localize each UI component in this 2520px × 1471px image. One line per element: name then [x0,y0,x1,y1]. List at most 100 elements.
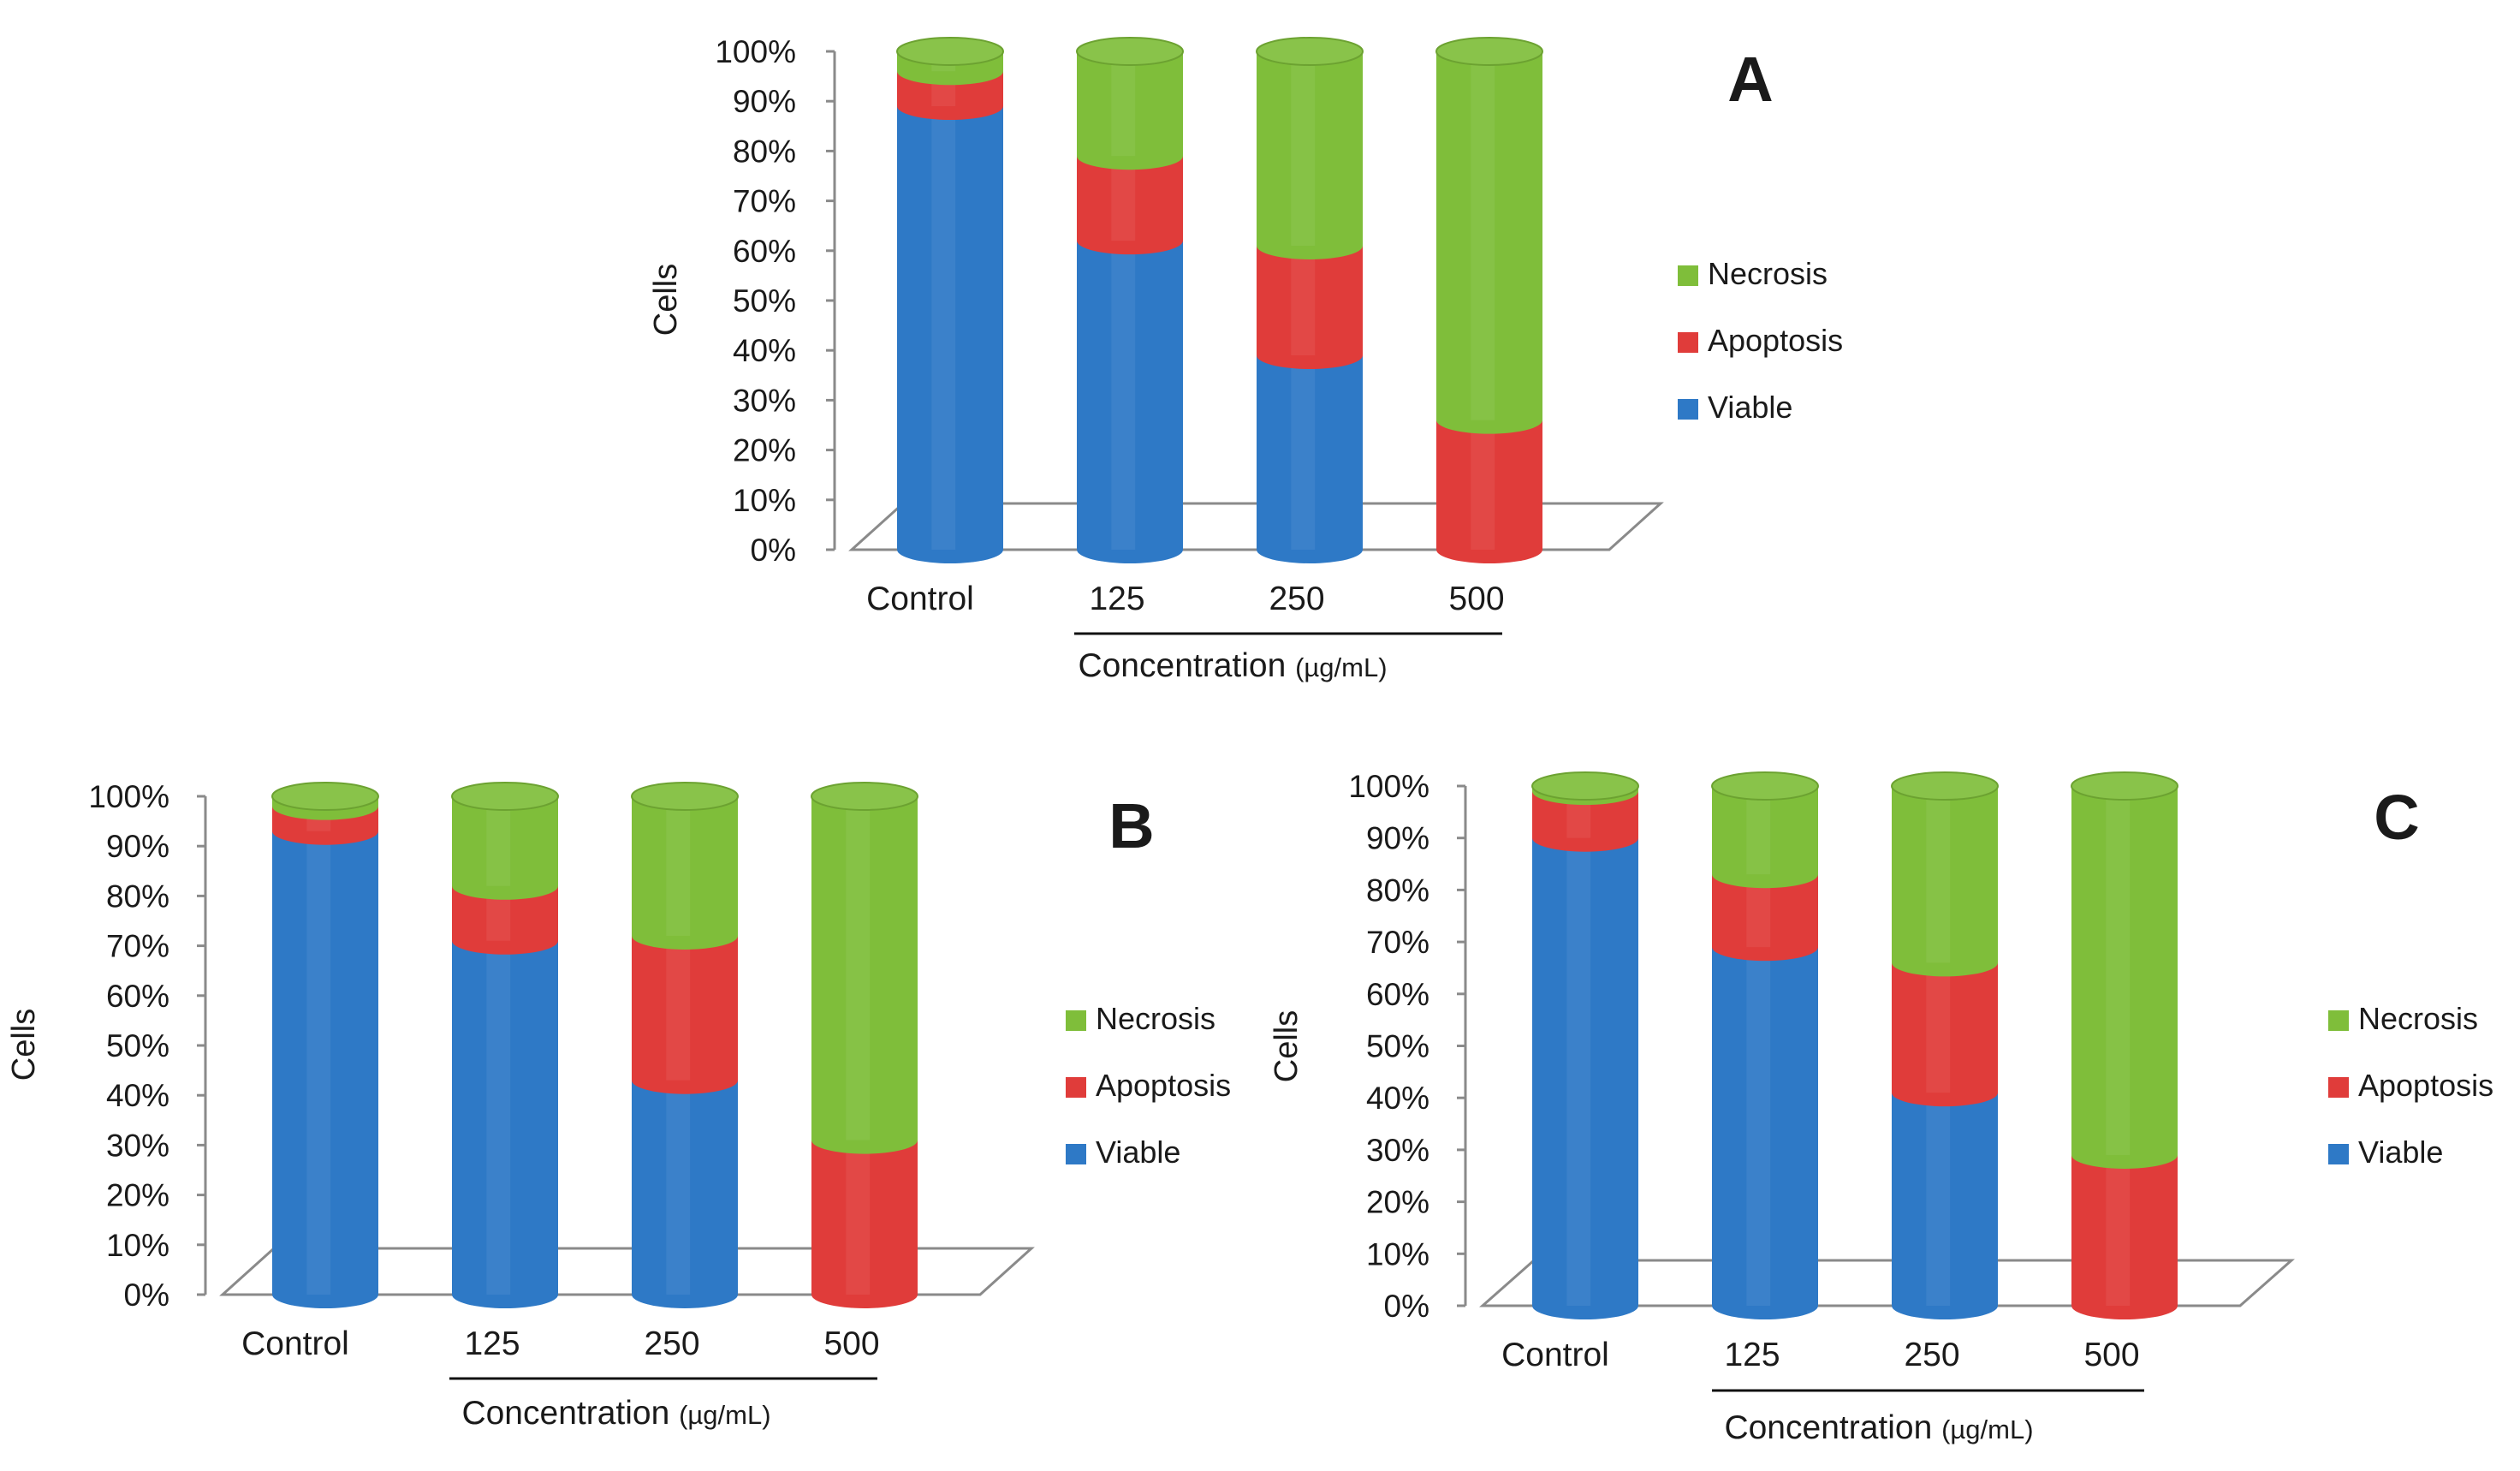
bar-highlight-necrosis [1291,51,1316,246]
legend-label-apoptosis: Apoptosis [1096,1068,1231,1103]
bar-top-cap [1891,771,1999,801]
y-axis-label: Cells [648,264,684,336]
bar-highlight-viable [1291,355,1316,550]
x-category-label: Control [1501,1337,1609,1373]
chart-panel-c: 0% 10% 20% 30% 40% 50% 60% 70% 80% 90% 100% Cells Co… [1269,769,2493,1446]
x-category-label: 500 [2083,1337,2139,1373]
bar-highlight-viable [306,831,331,1295]
x-axis-label: Concentration (µg/mL) [1078,647,1387,684]
legend-swatch-apoptosis [2328,1077,2349,1098]
legend-swatch-viable [1678,399,1698,420]
y-tick-label: 10% [1366,1236,1429,1271]
x-category-label: 125 [1724,1337,1780,1373]
y-tick-label: 50% [106,1028,169,1063]
bar-highlight-apoptosis [666,935,691,1081]
legend-swatch-apoptosis [1678,332,1698,353]
y-tick-label: 0% [124,1277,169,1313]
x-category-label: 500 [823,1325,879,1362]
y-tick-label: 60% [733,234,796,269]
bar-highlight-necrosis [1111,51,1136,157]
y-tick-label: 100% [1348,769,1429,804]
x-category-label: 500 [1448,581,1504,617]
x-axis-label-main: Concentration [1078,647,1295,684]
y-tick-label: 20% [106,1178,169,1213]
bar-top-cap [1076,37,1184,66]
legend-label-viable: Viable [1708,390,1792,425]
legend-label-apoptosis: Apoptosis [2358,1068,2493,1103]
y-axis-label: Cells [1269,1010,1305,1082]
bar-highlight-necrosis [2106,786,2131,1155]
y-tick-label: 50% [733,283,796,319]
x-category-label: Control [241,1325,349,1362]
bar-highlight-apoptosis [1926,962,1951,1093]
bar-top-cap [1435,37,1543,66]
legend-swatch-necrosis [1066,1010,1086,1031]
legend-swatch-viable [2328,1144,2349,1164]
bar-highlight-necrosis [1471,51,1495,420]
x-category-label: 250 [1904,1337,1959,1373]
legend-label-viable: Viable [2358,1135,2443,1170]
y-tick-label: 20% [1366,1185,1429,1220]
bar-top-cap [271,782,379,811]
x-axis-label-unit: (µg/mL) [679,1400,770,1430]
bar-top-cap [896,37,1004,66]
bar-highlight-necrosis [486,796,511,886]
x-axis-label-unit: (µg/mL) [1295,652,1387,682]
y-tick-label: 80% [1366,872,1429,908]
bar-highlight-viable [931,106,956,550]
x-axis-label-main: Concentration [1724,1409,1941,1446]
bar-highlight-viable [1926,1093,1951,1306]
panel-label: A [1727,44,1773,115]
y-tick-label: 90% [1366,821,1429,856]
legend-swatch-apoptosis [1066,1077,1086,1098]
x-category-label: Control [866,581,974,617]
x-axis-label: Concentration (µg/mL) [1724,1409,2033,1446]
bar-top-cap [631,782,739,811]
bar-highlight-apoptosis [2106,1154,2131,1306]
y-tick-label: 40% [106,1078,169,1113]
legend-label-viable: Viable [1096,1135,1180,1170]
legend-label-necrosis: Necrosis [1708,256,1828,291]
bar-top-cap [1711,771,1819,801]
bar-highlight-apoptosis [846,1140,871,1295]
y-tick-label: 70% [106,929,169,964]
y-tick-label: 0% [751,533,796,568]
y-tick-label: 90% [733,84,796,119]
x-axis-label-unit: (µg/mL) [1941,1414,2033,1444]
y-tick-label: 0% [1384,1289,1429,1324]
y-tick-label: 70% [1366,925,1429,960]
y-tick-label: 50% [1366,1029,1429,1064]
bar-highlight-viable [666,1080,691,1295]
bar-top-cap [811,782,918,811]
bar-top-cap [451,782,559,811]
y-tick-label: 100% [715,34,796,69]
x-category-label: 125 [464,1325,520,1362]
panel-label: B [1108,790,1154,861]
x-axis-label: Concentration (µg/mL) [461,1395,770,1432]
y-tick-label: 20% [733,433,796,468]
y-tick-label: 40% [1366,1081,1429,1116]
x-category-label: 125 [1089,581,1144,617]
legend-swatch-viable [1066,1144,1086,1164]
x-category-label: 250 [1269,581,1324,617]
y-tick-label: 80% [106,878,169,914]
bar-top-cap [1531,771,1639,801]
y-tick-label: 60% [1366,977,1429,1012]
bar-highlight-necrosis [846,796,871,1140]
y-axis-label: Cells [6,1009,42,1081]
y-tick-label: 100% [88,779,169,814]
bar-highlight-viable [1746,947,1771,1306]
bar-highlight-necrosis [1746,786,1771,875]
legend-label-necrosis: Necrosis [1096,1001,1215,1036]
y-tick-label: 60% [106,979,169,1014]
chart-panel-a: 0% 10% 20% 30% 40% 50% 60% 70% 80% 90% 100% Cells Co… [648,34,1843,684]
bar-top-cap [1256,37,1364,66]
y-tick-label: 10% [733,483,796,518]
legend-label-necrosis: Necrosis [2358,1001,2478,1036]
chart-panel-b: 0% 10% 20% 30% 40% 50% 60% 70% 80% 90% 100% Cells Co… [6,779,1231,1432]
bar-highlight-viable [486,940,511,1295]
legend-swatch-necrosis [1678,265,1698,286]
bar-highlight-apoptosis [1471,420,1495,550]
y-tick-label: 30% [1366,1133,1429,1168]
bar-highlight-apoptosis [1111,156,1136,241]
